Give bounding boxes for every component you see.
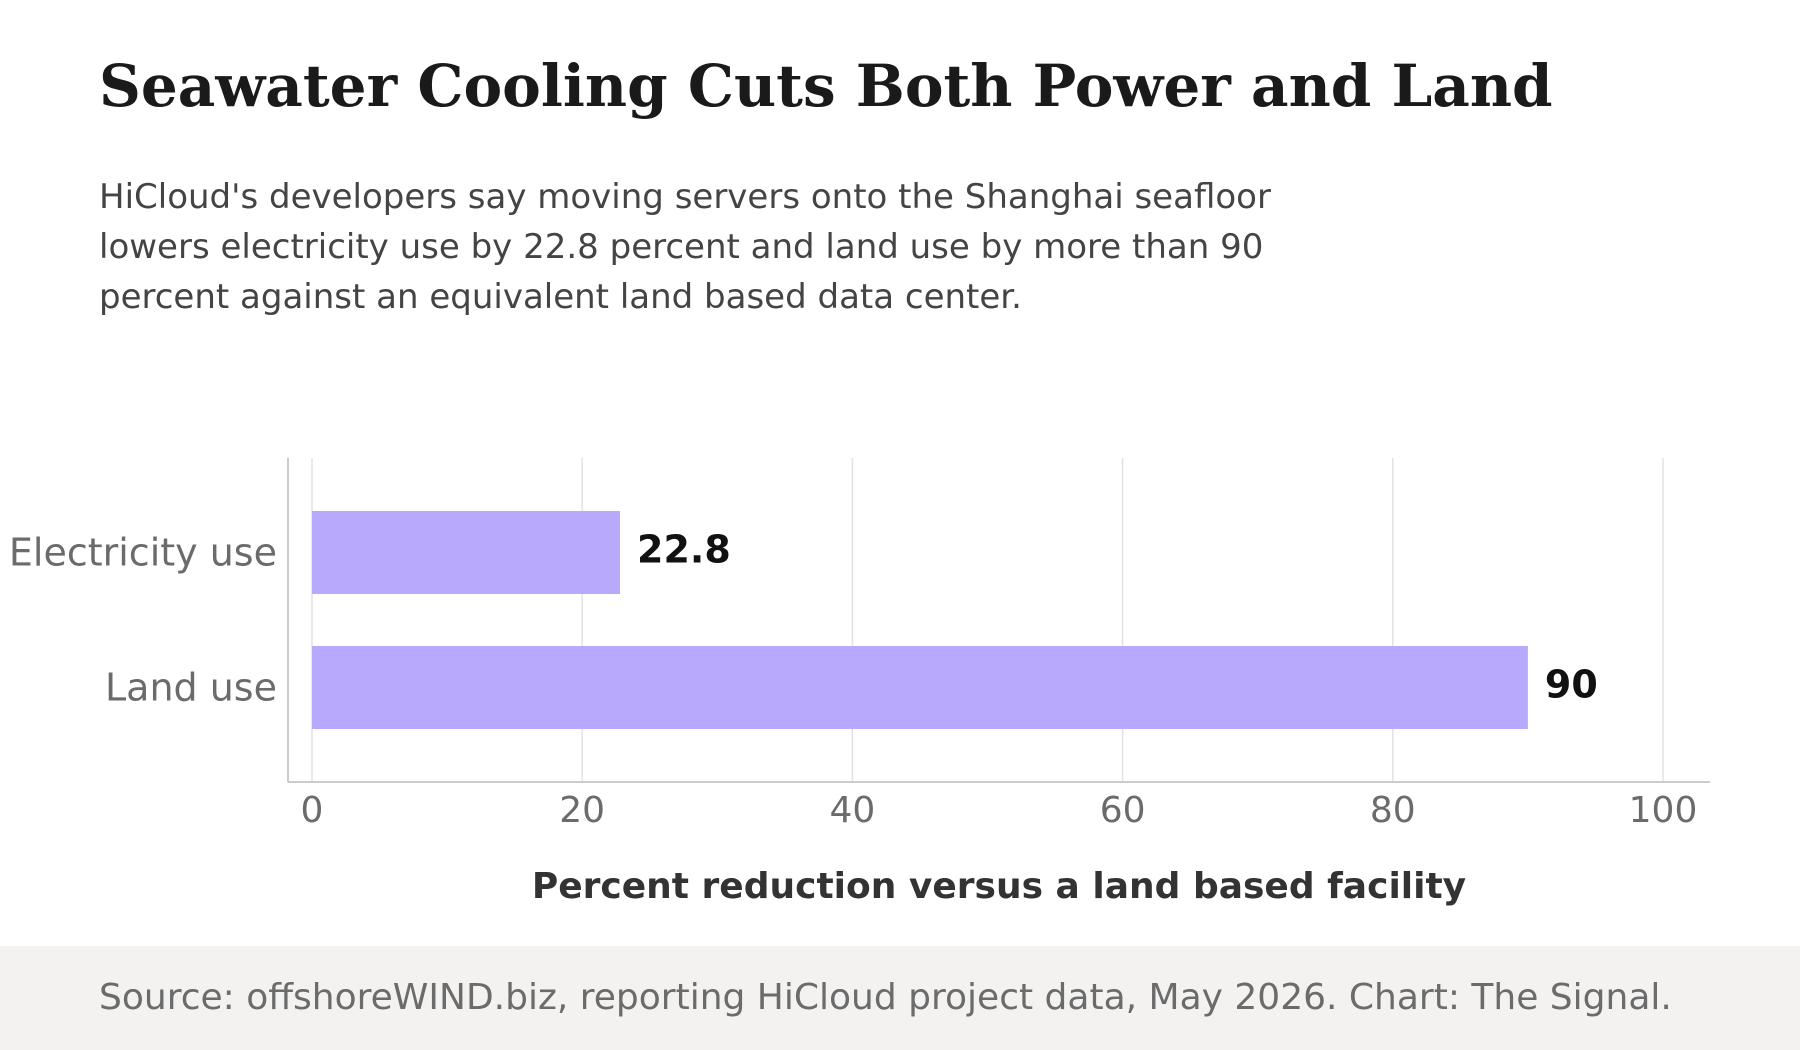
bars xyxy=(312,511,1528,729)
axes xyxy=(287,458,1710,783)
chart-title: Seawater Cooling Cuts Both Power and Lan… xyxy=(99,52,1553,120)
x-axis-title: Percent reduction versus a land based fa… xyxy=(532,866,1466,907)
source-note: Source: offshoreWIND.biz, reporting HiCl… xyxy=(99,977,1672,1018)
x-tick-label: 20 xyxy=(559,790,605,831)
bar xyxy=(312,511,621,594)
bar xyxy=(312,646,1528,729)
bar-chart: 0 20 40 60 80 100 Electricity use 22.8 Land use 9… xyxy=(9,458,1710,907)
category-label: Electricity use xyxy=(9,531,277,575)
category-label: Land use xyxy=(105,666,277,710)
footer: Source: offshoreWIND.biz, reporting HiCl… xyxy=(0,946,1800,1050)
x-tick-label: 40 xyxy=(829,790,875,831)
data-label: 90 xyxy=(1545,663,1598,707)
x-tick-label: 60 xyxy=(1100,790,1146,831)
data-label: 22.8 xyxy=(637,528,731,572)
chart-subtitle: HiCloud's developers say moving servers … xyxy=(99,177,1271,317)
x-tick-label: 100 xyxy=(1629,790,1698,831)
gridlines xyxy=(311,458,1664,782)
x-tick-label: 0 xyxy=(301,790,324,831)
x-tick-label: 80 xyxy=(1370,790,1416,831)
labels: 0 20 40 60 80 100 Electricity use 22.8 Land use 9… xyxy=(9,528,1697,832)
